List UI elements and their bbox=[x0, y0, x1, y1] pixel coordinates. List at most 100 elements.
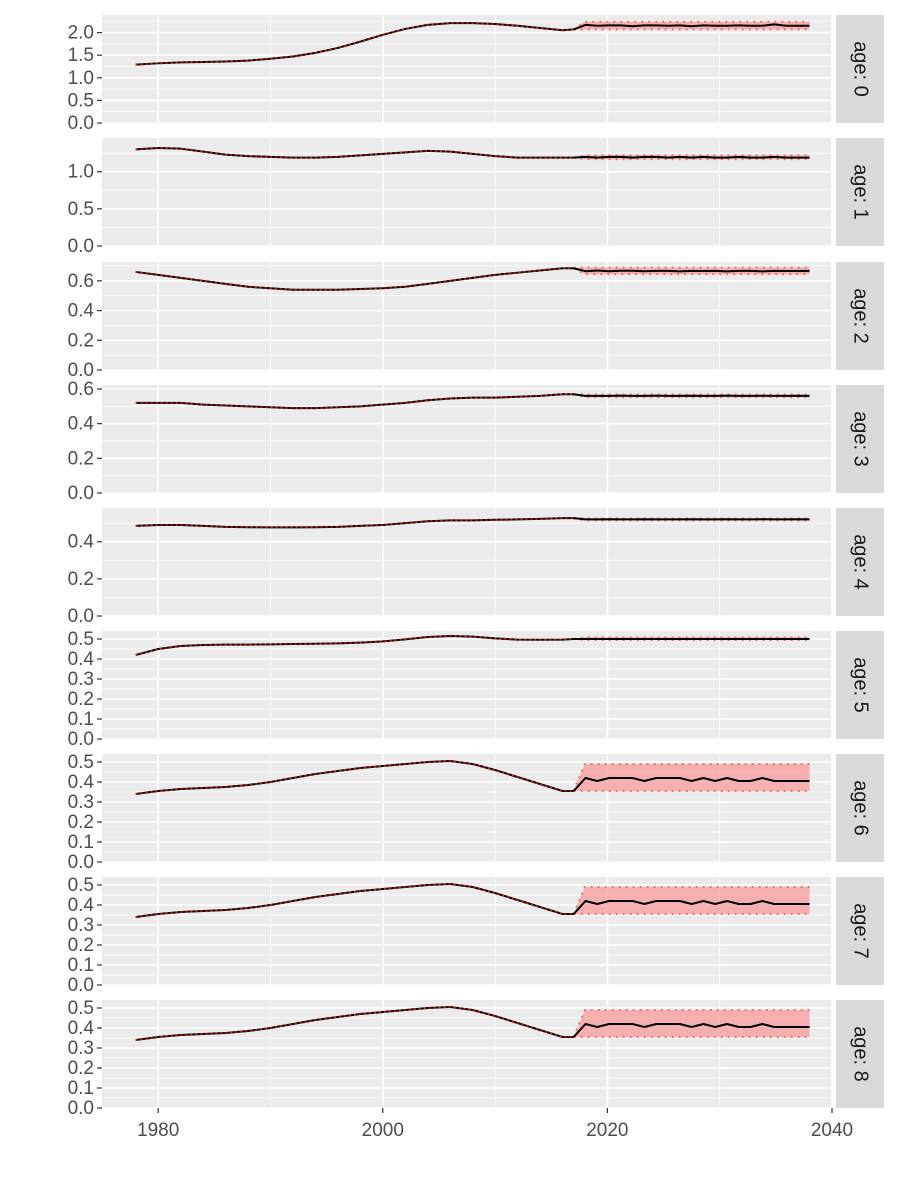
y-tick-label: 0.2 bbox=[68, 1058, 94, 1079]
series-median-dotted bbox=[135, 760, 574, 795]
facet-strip bbox=[836, 1000, 884, 1108]
forecast-line bbox=[573, 393, 810, 397]
y-tick-label: 0.0 bbox=[68, 606, 94, 627]
forecast-line bbox=[572, 900, 810, 915]
x-tick-label: 2020 bbox=[586, 1120, 628, 1141]
forecast-line bbox=[573, 23, 810, 31]
y-tick-label: 0.0 bbox=[68, 360, 94, 381]
panel-background bbox=[102, 15, 832, 123]
series-median-dotted bbox=[135, 267, 574, 291]
series-median-dotted bbox=[135, 883, 574, 918]
facet-panel-6: 0.00.10.20.30.40.5 age: 6 bbox=[68, 752, 884, 873]
y-tick-label: 0.3 bbox=[68, 792, 94, 813]
y-tick-label: 0.2 bbox=[68, 812, 94, 833]
y-tick-label: 0.2 bbox=[68, 448, 94, 469]
facet-strip-label: age: 5 bbox=[850, 657, 872, 713]
series-median-dotted bbox=[135, 1006, 574, 1041]
forecast-band bbox=[573, 887, 810, 914]
y-tick-label: 1.0 bbox=[68, 68, 94, 89]
facet-strip bbox=[836, 262, 884, 370]
forecast-upper-bound bbox=[572, 763, 810, 792]
y-tick-label: 0.4 bbox=[68, 301, 95, 322]
y-tick-label: 0.4 bbox=[68, 1018, 95, 1039]
forecast-lower-bound bbox=[573, 393, 810, 399]
forecast-upper-bound bbox=[573, 154, 810, 159]
forecast-lower-bound bbox=[573, 267, 810, 276]
facet-panel-5: 0.00.10.20.30.40.5 age: 5 bbox=[68, 629, 884, 750]
forecast-line bbox=[573, 155, 810, 159]
facet-strip-label: age: 3 bbox=[850, 411, 872, 467]
facet-strip-label: age: 8 bbox=[850, 1026, 872, 1082]
y-tick-label: 0.1 bbox=[68, 955, 94, 976]
y-tick-label: 0.0 bbox=[68, 113, 94, 134]
y-tick-label: 0.0 bbox=[68, 1098, 94, 1119]
y-tick-label: 0.6 bbox=[68, 379, 94, 400]
y-tick-label: 0.0 bbox=[68, 729, 94, 750]
y-tick-label: 0.0 bbox=[68, 852, 94, 873]
y-tick-label: 0.6 bbox=[68, 271, 94, 292]
y-tick-label: 0.4 bbox=[68, 772, 95, 793]
forecast-lower-bound bbox=[573, 156, 810, 161]
series-median-dotted bbox=[135, 22, 574, 66]
y-tick-label: 0.5 bbox=[68, 199, 94, 220]
facet-panel-7: 0.00.10.20.30.40.5 age: 7 bbox=[68, 875, 884, 996]
forecast-line bbox=[572, 1023, 810, 1038]
y-tick-label: 0.2 bbox=[68, 330, 94, 351]
facet-strip-label: age: 6 bbox=[850, 780, 872, 836]
y-tick-label: 0.3 bbox=[68, 669, 94, 690]
panel-background bbox=[102, 385, 832, 493]
y-tick-label: 0.1 bbox=[68, 832, 94, 853]
facet-strip-label: age: 2 bbox=[850, 288, 872, 344]
y-tick-label: 2.0 bbox=[68, 23, 94, 44]
y-tick-label: 0.5 bbox=[68, 752, 94, 773]
forecast-upper-bound bbox=[572, 886, 810, 915]
series-line bbox=[135, 393, 574, 410]
y-tick-label: 1.0 bbox=[68, 162, 94, 183]
forecast-upper-bound bbox=[573, 636, 810, 640]
facet-strip bbox=[836, 15, 884, 123]
facet-panel-1: 0.0 0.5 1.0 age: 1 bbox=[68, 138, 884, 257]
forecast-line bbox=[573, 267, 810, 273]
facet-strip bbox=[836, 138, 884, 246]
panel-background bbox=[102, 508, 832, 616]
y-tick-label: 0.4 bbox=[68, 895, 95, 916]
y-tick-label: 0.3 bbox=[68, 1038, 94, 1059]
y-tick-label: 0.0 bbox=[68, 483, 94, 504]
facet-strip-label: age: 1 bbox=[850, 164, 872, 220]
facet-panel-2: 0.0 0.2 0.4 0.6 age: 2 bbox=[68, 262, 884, 381]
y-tick-label: 0.0 bbox=[68, 975, 94, 996]
series-median-dotted bbox=[135, 635, 574, 656]
y-tick-label: 0.2 bbox=[68, 689, 94, 710]
x-tick-label: 1980 bbox=[137, 1120, 179, 1141]
y-tick-label: 0.4 bbox=[68, 532, 95, 553]
forecast-upper-bound bbox=[572, 1009, 810, 1038]
forecast-band bbox=[573, 1010, 810, 1037]
forecast-line bbox=[573, 517, 810, 521]
x-tick-label: 2040 bbox=[811, 1120, 853, 1141]
facet-strip bbox=[836, 508, 884, 616]
facet-strip bbox=[836, 754, 884, 862]
y-tick-label: 0.5 bbox=[68, 90, 94, 111]
series-median-dotted bbox=[135, 147, 574, 159]
y-tick-label: 0.4 bbox=[68, 649, 95, 670]
y-tick-label: 0.5 bbox=[68, 998, 94, 1019]
facet-strip bbox=[836, 631, 884, 739]
facet-strip bbox=[836, 385, 884, 493]
y-tick-label: 0.1 bbox=[68, 709, 94, 730]
panel-background bbox=[102, 262, 832, 370]
facet-strip-label: age: 7 bbox=[850, 903, 872, 959]
forecast-line bbox=[572, 777, 810, 792]
forecast-band bbox=[573, 764, 810, 791]
y-tick-label: 0.3 bbox=[68, 915, 94, 936]
facet-panel-8: 0.00.10.20.30.40.5 age: 8 bbox=[68, 998, 884, 1119]
facet-strip bbox=[836, 877, 884, 985]
facet-strip-label: age: 4 bbox=[850, 534, 872, 590]
facet-strip-label: age: 0 bbox=[850, 41, 872, 97]
y-tick-label: 0.1 bbox=[68, 1078, 94, 1099]
y-tick-label: 0.5 bbox=[68, 875, 94, 896]
panel-background bbox=[102, 631, 832, 739]
y-tick-label: 0.2 bbox=[68, 935, 94, 956]
y-tick-label: 1.5 bbox=[68, 45, 94, 66]
